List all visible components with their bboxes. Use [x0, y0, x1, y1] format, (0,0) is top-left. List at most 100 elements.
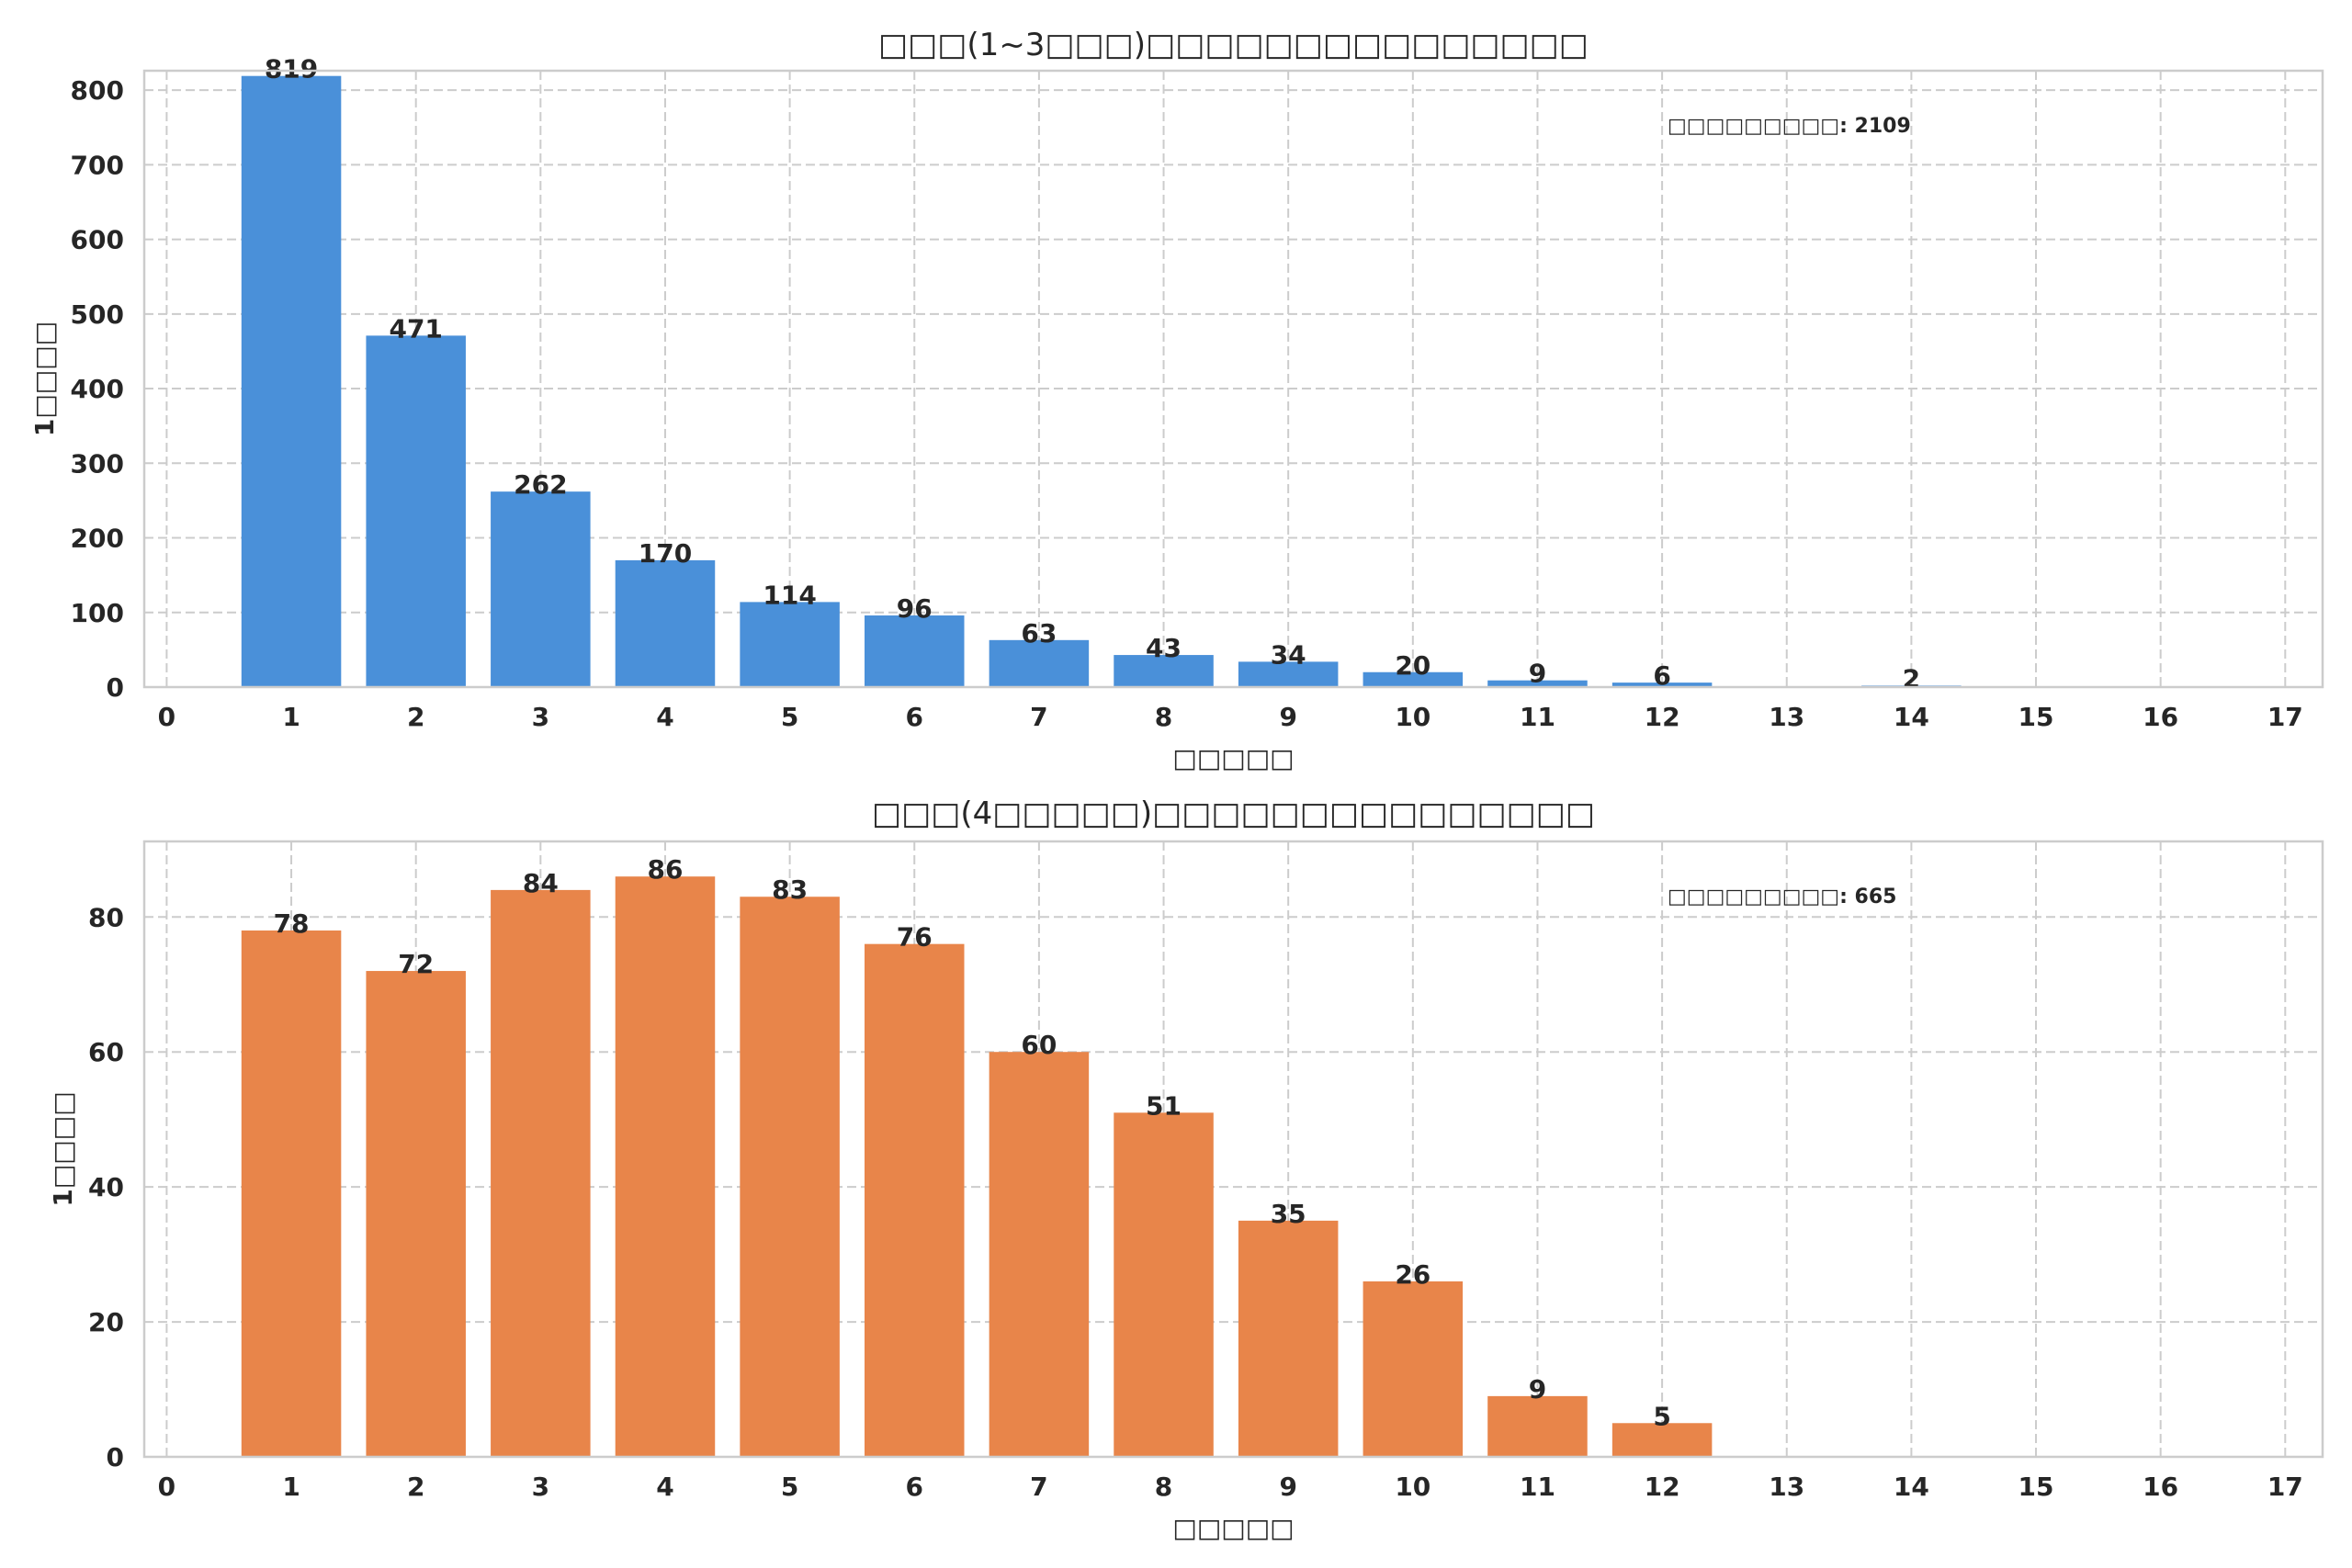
subplot-1: 0 1 2 3 4 5 6 7 8 9 10 11 12 13 14 15 16 1701002003004005… — [29, 27, 2324, 773]
x-tick-label: 9 — [1279, 1472, 1296, 1502]
x-tick-label: 12 — [1645, 1472, 1680, 1502]
x-tick-label: 5 — [781, 1472, 798, 1502]
bar-value-label: 170 — [639, 538, 692, 569]
bar-value-label: 83 — [772, 874, 808, 905]
bar — [865, 615, 965, 687]
y-tick-label: 500 — [71, 299, 124, 330]
x-tick-label: 2 — [407, 702, 424, 732]
bar-value-label: 34 — [1271, 639, 1306, 670]
x-tick-label: 17 — [2267, 1472, 2303, 1502]
bar — [491, 491, 591, 687]
axes-frame — [142, 69, 2324, 689]
bar — [1114, 655, 1214, 687]
bar — [989, 639, 1090, 687]
y-tick-label: 300 — [71, 448, 124, 479]
bar-value-label: 26 — [1395, 1259, 1430, 1290]
x-tick-label: 9 — [1279, 702, 1296, 732]
bar-value-label: 9 — [1529, 1374, 1546, 1404]
y-tick-label: 80 — [88, 902, 124, 932]
x-tick-label: 4 — [656, 702, 673, 732]
bar — [865, 943, 965, 1457]
y-tick-label: 0 — [107, 672, 124, 703]
bar-value-label: 96 — [897, 593, 933, 624]
x-tick-label: 6 — [906, 1472, 923, 1502]
bar-value-label: 9 — [1529, 659, 1546, 689]
x-tick-label: 16 — [2143, 702, 2178, 732]
x-tick-label: 15 — [2018, 1472, 2054, 1502]
x-tick-label: 10 — [1395, 702, 1430, 732]
bar — [366, 971, 466, 1457]
bar — [740, 602, 840, 687]
axes-frame — [142, 840, 2324, 1459]
x-tick-label: 11 — [1520, 1472, 1555, 1502]
x-tick-label: 16 — [2143, 1472, 2178, 1502]
y-tick-label: 100 — [71, 598, 124, 628]
bar — [241, 75, 342, 687]
bar — [1114, 1112, 1214, 1457]
bar-value-label: 60 — [1021, 1030, 1057, 1060]
y-tick-label: 40 — [88, 1172, 124, 1202]
y-tick-label: 200 — [71, 524, 124, 554]
x-tick-label: 0 — [158, 702, 175, 732]
x-tick-label: 10 — [1395, 1472, 1430, 1502]
bar — [1487, 680, 1588, 687]
x-tick-label: 11 — [1520, 702, 1555, 732]
bar-value-label: 2 — [1903, 663, 1920, 694]
y-tick-label: 0 — [107, 1442, 124, 1472]
y-axis-label: 1□□□□ — [48, 1091, 78, 1206]
x-tick-label: 3 — [532, 1472, 549, 1502]
bar-value-label: 76 — [897, 922, 933, 953]
bar-value-label: 114 — [763, 580, 816, 610]
x-tick-label: 8 — [1155, 1472, 1172, 1502]
x-tick-label: 6 — [906, 702, 923, 732]
x-tick-label: 13 — [1769, 702, 1804, 732]
x-tick-label: 13 — [1769, 1472, 1804, 1502]
bar — [1238, 1220, 1339, 1457]
bar-value-label: 5 — [1653, 1401, 1670, 1431]
x-tick-label: 5 — [781, 702, 798, 732]
bar-value-label: 51 — [1146, 1090, 1182, 1121]
bar — [1611, 1423, 1713, 1457]
x-tick-label: 7 — [1030, 1472, 1047, 1502]
total-annotation: □□□□□□□□□: 665 — [1668, 886, 1896, 908]
x-tick-label: 15 — [2018, 702, 2054, 732]
x-tick-label: 7 — [1030, 702, 1047, 732]
y-tick-label: 600 — [71, 225, 124, 255]
total-annotation: □□□□□□□□□: 2109 — [1668, 115, 1911, 138]
bar-value-label: 86 — [647, 854, 683, 885]
x-tick-label: 17 — [2267, 702, 2303, 732]
y-tick-label: 700 — [71, 150, 124, 180]
bar — [1611, 682, 1713, 687]
bar — [1363, 1280, 1464, 1457]
bar — [989, 1052, 1090, 1457]
bar — [740, 897, 840, 1457]
bar-value-label: 63 — [1021, 618, 1057, 649]
bar-value-label: 262 — [514, 469, 567, 500]
y-tick-label: 60 — [88, 1037, 124, 1067]
chart-title: □□□(4□□□□□)□□□□□□□□□□□□□□□ — [872, 795, 1595, 832]
bar-value-label: 84 — [523, 868, 559, 898]
bar — [1363, 671, 1464, 687]
bar — [491, 889, 591, 1457]
y-tick-label: 20 — [88, 1307, 124, 1337]
y-tick-label: 400 — [71, 374, 124, 404]
chart-title: □□□(1~3□□□)□□□□□□□□□□□□□□□ — [878, 27, 1589, 63]
bar-value-label: 819 — [265, 54, 318, 85]
bar — [1487, 1395, 1588, 1457]
bar — [1238, 661, 1339, 687]
x-tick-label: 1 — [282, 702, 300, 732]
x-tick-label: 8 — [1155, 702, 1172, 732]
x-axis-label: □□□□□ — [1172, 743, 1294, 773]
x-tick-label: 1 — [282, 1472, 300, 1502]
x-tick-label: 14 — [1894, 1472, 1929, 1502]
x-tick-label: 4 — [656, 1472, 673, 1502]
bar — [366, 335, 466, 687]
bar-value-label: 471 — [389, 313, 442, 344]
y-tick-label: 800 — [71, 75, 124, 106]
bar — [241, 930, 342, 1457]
bar-value-label: 72 — [398, 949, 434, 979]
bar-value-label: 78 — [274, 908, 310, 939]
bar-value-label: 20 — [1395, 650, 1430, 681]
